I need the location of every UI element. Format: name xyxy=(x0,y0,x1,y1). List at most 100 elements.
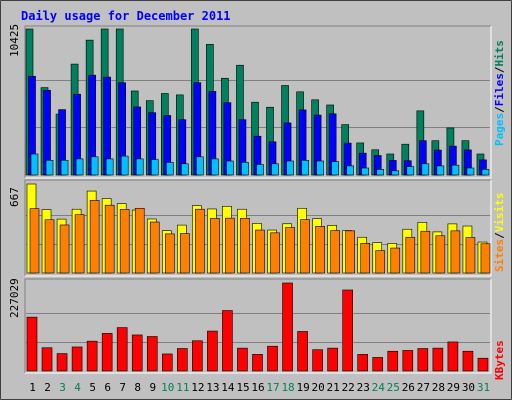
y-axis-labels: 10425 667 227029 xyxy=(8,24,21,318)
day-label: 5 xyxy=(89,381,96,394)
panel-3-shadow xyxy=(24,278,491,373)
day-label: 9 xyxy=(149,381,156,394)
day-label: 16 xyxy=(251,381,264,394)
kbytes-bar xyxy=(477,357,489,372)
sites-bar xyxy=(44,219,55,274)
pages-bar xyxy=(90,156,99,176)
kbytes-bar xyxy=(447,341,459,372)
sites-bar xyxy=(89,200,100,274)
kbytes-bar xyxy=(342,289,353,372)
kbytes-bar xyxy=(101,333,113,372)
sites-bar xyxy=(345,230,355,274)
pages-bar xyxy=(211,158,219,176)
kbytes-bar xyxy=(387,350,399,372)
sites-bar xyxy=(240,217,250,274)
kbytes-bar xyxy=(207,330,218,372)
panel-1-shadow xyxy=(24,25,491,178)
day-label: 29 xyxy=(447,381,460,394)
kbytes-bar xyxy=(177,348,188,372)
pages-bar xyxy=(226,160,234,176)
sites-bar xyxy=(180,233,190,274)
legend-visits: Visits xyxy=(493,193,506,233)
panel3-max-label: 227029 xyxy=(8,278,21,318)
kbytes-bar xyxy=(71,346,83,372)
day-label: 17 xyxy=(266,381,279,394)
day-label: 14 xyxy=(221,381,235,394)
pages-bar xyxy=(75,158,84,176)
sites-bar xyxy=(210,218,220,274)
pages-bar xyxy=(346,165,354,176)
kbytes-bar xyxy=(222,310,233,372)
pages-bar xyxy=(30,153,39,176)
day-label: 30 xyxy=(462,381,475,394)
pages-bar xyxy=(436,165,445,176)
pages-bar xyxy=(361,167,370,176)
kbytes-bar xyxy=(237,347,248,372)
kbytes-bar xyxy=(432,347,444,372)
sites-bar xyxy=(420,230,431,274)
sites-bar xyxy=(119,209,130,274)
kbytes-bar xyxy=(372,357,384,372)
sites-bar xyxy=(255,229,265,274)
pages-bar xyxy=(196,156,204,176)
day-label: 10 xyxy=(161,381,174,394)
legend-separator: / xyxy=(493,66,506,73)
sites-bar xyxy=(330,230,340,274)
kbytes-bar xyxy=(146,336,158,372)
sites-bar xyxy=(405,236,416,274)
day-label: 8 xyxy=(134,381,141,394)
sites-bar xyxy=(149,221,160,274)
kbytes-bar xyxy=(26,316,38,372)
day-label: 11 xyxy=(176,381,189,394)
sites-bar xyxy=(285,227,295,274)
pages-bar xyxy=(451,164,460,176)
day-label: 22 xyxy=(342,381,355,394)
sites-bar xyxy=(375,250,386,274)
kbytes-bar xyxy=(312,349,323,372)
pages-bar xyxy=(241,162,249,176)
day-label: 26 xyxy=(402,381,415,394)
pages-bar xyxy=(421,163,430,176)
sites-bar xyxy=(164,233,175,274)
pages-bar xyxy=(181,163,189,176)
panel-2-shadow xyxy=(24,179,491,276)
legend-kbytes: KBytes xyxy=(493,340,506,380)
day-label: 12 xyxy=(191,381,204,394)
pages-bar xyxy=(391,170,400,176)
sites-bar xyxy=(134,207,145,274)
kbytes-bar xyxy=(402,350,414,372)
pages-bar xyxy=(301,159,309,176)
day-label: 2 xyxy=(44,381,51,394)
sites-bar xyxy=(315,225,325,274)
day-label: 3 xyxy=(59,381,66,394)
pages-bar xyxy=(60,159,69,176)
day-label: 4 xyxy=(74,381,81,394)
sites-bar xyxy=(435,235,446,274)
day-label: 1 xyxy=(29,381,36,394)
sites-bar xyxy=(195,208,205,274)
chart-title: Daily usage for December 2011 xyxy=(21,9,231,23)
sites-bar xyxy=(59,224,70,274)
bars xyxy=(25,28,491,372)
pages-bar xyxy=(466,167,475,176)
legend-pages: Pages xyxy=(493,113,506,146)
pages-bar xyxy=(271,163,279,176)
legend-separator: / xyxy=(493,106,506,113)
day-label: 27 xyxy=(417,381,430,394)
kbytes-bar xyxy=(116,327,128,372)
kbytes-bar xyxy=(357,354,369,372)
kbytes-bar xyxy=(161,353,173,372)
day-label: 15 xyxy=(236,381,249,394)
sites-bar xyxy=(29,208,40,274)
sites-bar xyxy=(104,204,115,274)
kbytes-bar xyxy=(417,348,429,372)
pages-bar xyxy=(165,162,174,176)
sites-bar xyxy=(480,243,491,274)
day-label: 18 xyxy=(281,381,294,394)
day-label: 7 xyxy=(119,381,126,394)
legend-separator: / xyxy=(493,232,506,239)
pages-bar xyxy=(256,164,264,176)
day-label: 28 xyxy=(432,381,445,394)
legend-sites: Sites xyxy=(493,239,506,272)
sites-bar xyxy=(465,237,476,274)
